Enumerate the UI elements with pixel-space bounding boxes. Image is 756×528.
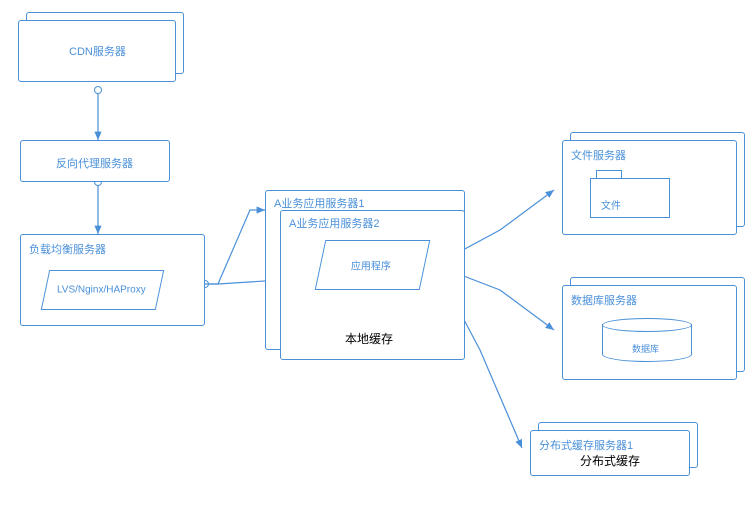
cache-server-label: 分布式缓存服务器1 bbox=[539, 437, 633, 453]
folder-tab bbox=[596, 170, 622, 178]
db-server-label: 数据库服务器 bbox=[571, 292, 637, 308]
app-server-1-label: A业务应用服务器1 bbox=[274, 195, 364, 211]
load-balancer-label: 负载均衡服务器 bbox=[29, 241, 106, 257]
lb-inner-text: LVS/Nginx/HAProxy bbox=[45, 285, 158, 296]
db-label: 数据库 bbox=[632, 342, 659, 355]
app-inner-shape: 应用程序 bbox=[315, 240, 431, 290]
file-server-label: 文件服务器 bbox=[571, 147, 626, 163]
lb-inner-shape: LVS/Nginx/HAProxy bbox=[41, 270, 165, 310]
reverse-proxy-label: 反向代理服务器 bbox=[56, 155, 133, 171]
local-cache-label: 本地缓存 bbox=[345, 330, 393, 347]
db-cylinder: 数据库 bbox=[602, 318, 692, 364]
cdn-server: CDN服务器 bbox=[18, 20, 176, 82]
app-inner-text: 应用程序 bbox=[319, 258, 422, 273]
app-server-2-label: A业务应用服务器2 bbox=[289, 215, 379, 231]
folder-icon: 文件 bbox=[590, 178, 670, 218]
distributed-cache-label: 分布式缓存 bbox=[580, 452, 640, 469]
cdn-server-label: CDN服务器 bbox=[69, 43, 126, 59]
folder-label: 文件 bbox=[601, 197, 621, 212]
reverse-proxy-server: 反向代理服务器 bbox=[20, 140, 170, 182]
